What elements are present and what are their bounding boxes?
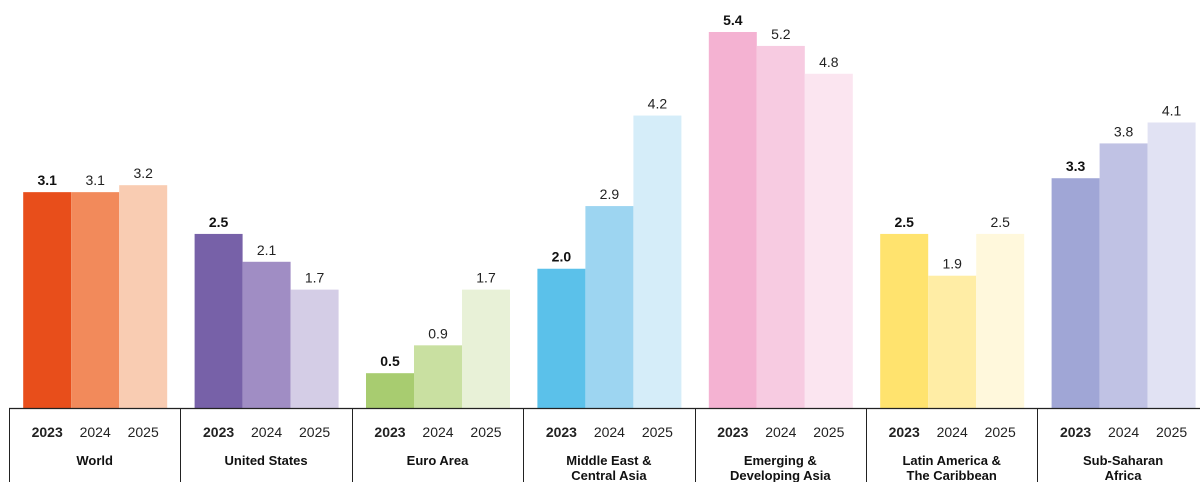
bars-layer [23,32,1196,409]
year-label-group-4-2: 2025 [813,424,844,440]
bar-group-0-year-1 [71,192,120,408]
year-label-group-6-2: 2025 [1156,424,1187,440]
value-label-group-6-year-2: 4.1 [1162,103,1182,119]
value-label-group-5-year-0: 2.5 [894,214,914,230]
year-label-group-0-2: 2025 [128,424,159,440]
region-label-group-2-line-0: Euro Area [407,453,469,468]
region-label-group-6-line-1: Africa [1105,468,1143,482]
year-label-group-5-0: 2023 [889,424,920,440]
bar-group-1-year-0 [194,233,243,408]
bar-group-5-year-2 [976,233,1025,408]
year-label-group-5-2: 2025 [985,424,1016,440]
year-label-group-3-2: 2025 [642,424,673,440]
bar-group-6-year-2 [1147,122,1196,408]
year-label-group-4-1: 2024 [765,424,796,440]
bar-group-4-year-1 [756,45,805,408]
value-label-group-2-year-1: 0.9 [428,325,448,341]
value-label-group-5-year-2: 2.5 [990,214,1010,230]
bar-group-1-year-2 [290,289,339,408]
value-label-group-0-year-2: 3.2 [133,165,153,181]
year-label-group-1-0: 2023 [203,424,234,440]
region-label-group-5-line-1: The Caribbean [907,468,997,482]
bar-group-6-year-0 [1051,178,1100,408]
value-label-group-1-year-1: 2.1 [257,242,277,258]
value-label-group-4-year-1: 5.2 [771,26,791,42]
axis-layer: 2023 2024 2025 World 2023 2024 2025 United Stat… [9,407,1200,482]
region-label-group-5-line-0: Latin America & [902,453,1001,468]
bar-group-1-year-1 [242,261,291,408]
region-label-group-1-line-0: United States [225,453,308,468]
year-label-group-2-1: 2024 [422,424,453,440]
year-label-group-3-1: 2024 [594,424,625,440]
value-label-group-3-year-1: 2.9 [600,186,620,202]
bar-group-5-year-1 [928,275,977,408]
region-label-group-0-line-0: World [76,453,113,468]
year-label-group-1-2: 2025 [299,424,330,440]
region-label-group-3-line-0: Middle East & [566,453,651,468]
bar-group-4-year-0 [708,32,757,408]
year-label-group-6-1: 2024 [1108,424,1139,440]
year-label-group-4-0: 2023 [717,424,748,440]
labels-layer: 3.1 3.1 3.2 2.5 2.1 1.7 0.5 0.9 1.7 2.0 2.9 4.2 5.4 5… [37,12,1181,369]
year-label-group-0-1: 2024 [80,424,111,440]
value-label-group-6-year-0: 3.3 [1066,158,1086,174]
bar-group-2-year-1 [414,345,462,408]
bar-group-2-year-0 [366,373,414,408]
region-label-group-4-line-0: Emerging & [744,453,817,468]
region-label-group-3-line-1: Central Asia [571,468,647,482]
value-label-group-2-year-2: 1.7 [476,270,496,286]
value-label-group-0-year-1: 3.1 [85,172,105,188]
value-label-group-3-year-0: 2.0 [552,249,572,265]
bar-group-5-year-0 [880,233,929,408]
bar-group-3-year-0 [537,268,586,408]
value-label-group-1-year-0: 2.5 [209,214,229,230]
value-label-group-6-year-1: 3.8 [1114,123,1134,139]
value-label-group-2-year-0: 0.5 [380,353,400,369]
bar-group-6-year-1 [1099,143,1148,408]
bar-group-3-year-1 [585,206,634,408]
year-label-group-6-0: 2023 [1060,424,1091,440]
value-label-group-1-year-2: 1.7 [305,270,325,286]
value-label-group-4-year-2: 4.8 [819,54,839,70]
year-label-group-3-0: 2023 [546,424,577,440]
year-label-group-5-1: 2024 [937,424,968,440]
value-label-group-4-year-0: 5.4 [723,12,743,28]
year-label-group-2-0: 2023 [374,424,405,440]
bar-group-0-year-0 [23,192,72,408]
value-label-group-5-year-1: 1.9 [942,256,962,272]
bar-group-4-year-2 [804,73,853,409]
bar-group-3-year-2 [633,115,682,409]
bar-group-0-year-2 [119,185,168,408]
region-label-group-6-line-0: Sub-Saharan [1083,453,1163,468]
year-label-group-1-1: 2024 [251,424,282,440]
value-label-group-3-year-2: 4.2 [648,96,668,112]
value-label-group-0-year-0: 3.1 [37,172,57,188]
year-label-group-2-2: 2025 [470,424,501,440]
year-label-group-0-0: 2023 [32,424,63,440]
bar-group-2-year-2 [462,289,510,408]
region-label-group-4-line-1: Developing Asia [730,468,831,482]
